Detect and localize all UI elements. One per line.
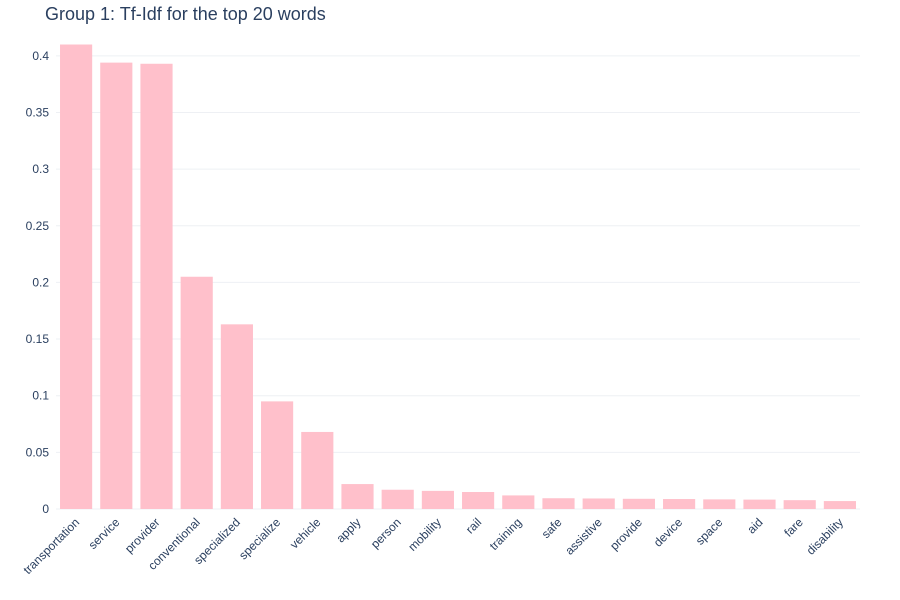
bar-transportation[interactable] [60, 44, 93, 509]
x-tick-label: device [651, 515, 686, 550]
x-tick-label: disability [804, 515, 846, 557]
bar-training[interactable] [502, 495, 535, 509]
x-tick-label: rail [463, 515, 484, 536]
bar-assistive[interactable] [582, 498, 615, 509]
x-tick-label: transportation [20, 515, 82, 577]
x-tick-label: fare [781, 515, 806, 540]
x-tick-label: apply [333, 515, 363, 545]
x-tick-label: space [693, 515, 726, 548]
x-tick-label: vehicle [287, 515, 324, 552]
x-tick-label: aid [744, 515, 765, 536]
y-tick-label: 0.4 [32, 49, 49, 63]
y-tick-label: 0.2 [32, 275, 49, 289]
x-tick-label: provider [122, 515, 163, 556]
y-tick-label: 0.35 [26, 105, 50, 119]
bar-service[interactable] [100, 62, 133, 509]
x-tick-label: provide [607, 515, 645, 553]
bar-mobility[interactable] [421, 490, 454, 509]
x-tick-label: specialize [236, 515, 283, 562]
bar-device[interactable] [663, 499, 696, 509]
bar-provider[interactable] [140, 63, 173, 509]
chart-title: Group 1: Tf-Idf for the top 20 words [45, 4, 326, 24]
bar-rail[interactable] [462, 492, 495, 509]
bar-provide[interactable] [622, 498, 655, 509]
y-tick-label: 0.3 [32, 162, 49, 176]
bar-person[interactable] [381, 489, 414, 509]
bar-specialize[interactable] [261, 401, 294, 509]
y-tick-label: 0.1 [32, 389, 49, 403]
x-tick-label: person [368, 515, 404, 551]
x-tick-label: training [487, 515, 525, 553]
y-tick-label: 0.15 [26, 332, 50, 346]
y-tick-label: 0.25 [26, 219, 50, 233]
bar-aid[interactable] [743, 499, 776, 509]
x-tick-label: assistive [562, 515, 605, 558]
y-tick-label: 0.05 [26, 445, 50, 459]
bar-fare[interactable] [783, 500, 816, 509]
bar-space[interactable] [703, 499, 736, 509]
y-axis-ticks: 0 0.05 0.1 0.15 0.2 0.25 0.3 0.35 0.4 [26, 49, 50, 516]
x-tick-label: service [86, 515, 123, 552]
x-axis-ticks: transportation service providerconventiona… [20, 515, 846, 577]
y-tick-label: 0 [42, 502, 49, 516]
x-tick-label: safe [539, 515, 565, 541]
bar-vehicle[interactable] [301, 431, 334, 509]
bar-specialized[interactable] [220, 324, 253, 509]
bar-apply[interactable] [341, 484, 374, 509]
bar-disability[interactable] [823, 501, 856, 509]
bar-conventional[interactable] [180, 276, 213, 509]
x-tick-label: mobility [405, 515, 444, 554]
bar-safe[interactable] [542, 498, 575, 509]
gridlines [56, 55, 860, 510]
bars [60, 44, 856, 509]
